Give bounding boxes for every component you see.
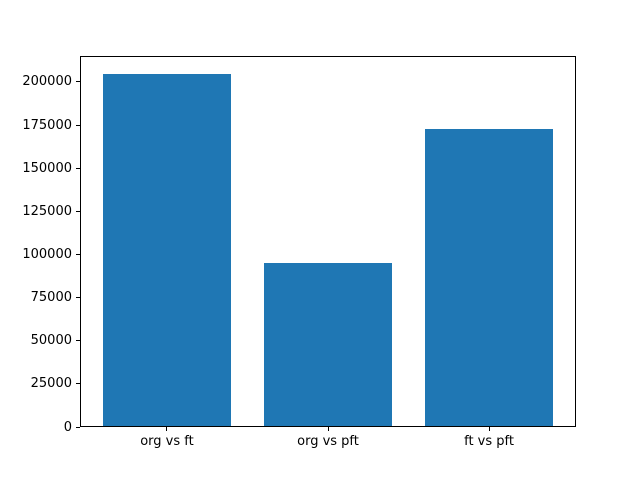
y-tick-label: 75000 — [30, 290, 72, 306]
y-tick-mark — [76, 297, 80, 299]
y-tick-label: 50000 — [30, 333, 72, 349]
y-tick-mark — [76, 81, 80, 83]
x-tick-mark — [166, 427, 168, 431]
x-tick-label-ft-vs-pft: ft vs pft — [464, 434, 514, 449]
x-tick-label-org-vs-ft: org vs ft — [140, 434, 194, 449]
y-tick-mark — [76, 383, 80, 385]
y-tick-label: 150000 — [22, 160, 72, 176]
y-tick-mark — [76, 210, 80, 212]
bar-org-vs-pft — [263, 262, 393, 427]
y-tick-label: 25000 — [30, 376, 72, 392]
x-tick-mark — [327, 427, 329, 431]
y-tick-label: 0 — [63, 419, 72, 435]
y-tick-label: 100000 — [22, 246, 72, 262]
x-tick-label-org-vs-pft: org vs pft — [297, 434, 359, 449]
y-tick-label: 175000 — [22, 117, 72, 133]
bar-org-vs-ft — [102, 73, 232, 427]
bar-ft-vs-pft — [424, 129, 554, 427]
axes-area: 0 25000 50000 75000 100000 125000 150000 175000… — [22, 56, 576, 449]
y-tick-mark — [76, 340, 80, 342]
y-tick-label: 200000 — [22, 74, 72, 90]
y-tick-mark — [76, 167, 80, 169]
y-tick-mark — [76, 253, 80, 255]
y-tick-label: 125000 — [22, 203, 72, 219]
y-tick-mark — [76, 426, 80, 428]
y-tick-mark — [76, 124, 80, 126]
x-tick-mark — [488, 427, 490, 431]
